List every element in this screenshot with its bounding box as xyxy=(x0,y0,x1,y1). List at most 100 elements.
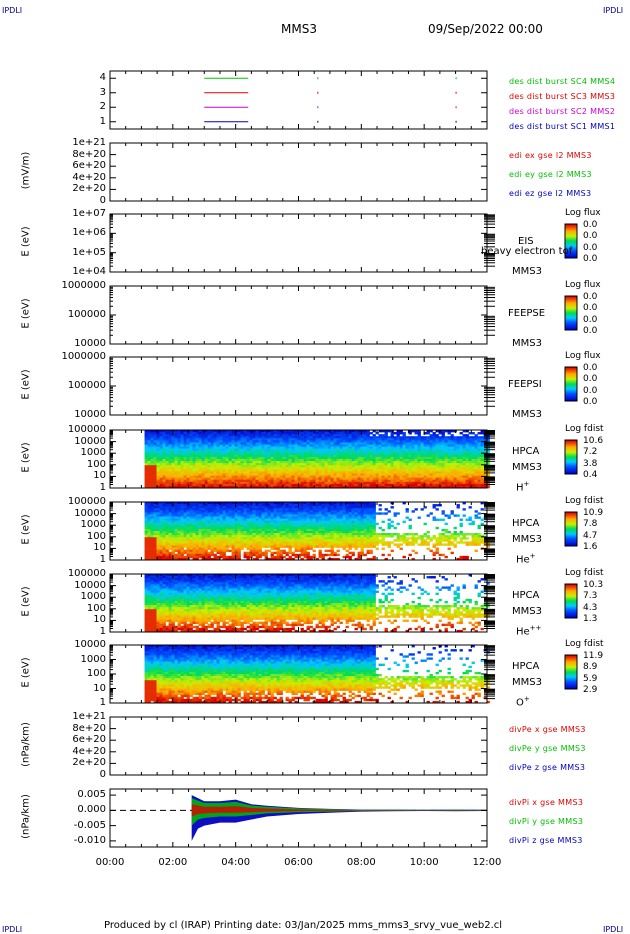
hpca-h-cell xyxy=(234,436,238,439)
hpca-h-cell xyxy=(291,450,295,454)
hpca-he-cell xyxy=(192,520,196,524)
hpca-h-cell xyxy=(177,442,181,445)
hpca-h-cell xyxy=(294,475,298,478)
hpca-h-cell xyxy=(264,475,268,478)
hpca-he-cell xyxy=(252,512,256,515)
hpca-h-cell xyxy=(273,461,277,464)
hpca-he-cell xyxy=(213,539,217,542)
hpca-h-cell xyxy=(258,459,262,462)
hpca-h-cell xyxy=(444,473,448,476)
hpca-he-cell xyxy=(174,522,178,526)
hpca-h-cell xyxy=(342,452,346,456)
hpca-h-cell xyxy=(252,463,256,466)
hpca-he-cell xyxy=(147,510,151,513)
hpca-h-cell xyxy=(309,450,313,454)
hpca-he-cell xyxy=(246,524,250,528)
hpca-he-cell xyxy=(168,533,172,536)
hpca-h-cell xyxy=(192,459,196,462)
hpca-h-cell xyxy=(165,477,169,481)
hpca-h-cell xyxy=(219,459,223,462)
hpca-h-cell xyxy=(150,471,154,474)
hpca-h-cell xyxy=(228,438,232,441)
hpca-h-cell xyxy=(333,461,337,464)
hpca-h-cell xyxy=(228,463,232,466)
hpca-h-cell xyxy=(234,473,238,476)
hpca-he-cell xyxy=(180,514,184,517)
hpca-he-cell xyxy=(156,514,160,517)
hpca-h-cell xyxy=(144,440,148,443)
hpca-h-cell xyxy=(243,436,247,439)
hpca-h-cell xyxy=(351,461,355,464)
hpca-he-cell xyxy=(144,502,148,505)
hpca-he-cell xyxy=(228,557,232,561)
feeps-i-colorbar-frame xyxy=(564,366,578,402)
hpca-h-cell xyxy=(252,469,256,472)
hpca-he-cell xyxy=(189,547,193,550)
hpca-h-cell xyxy=(180,485,184,489)
burst-intervals-dot-mark xyxy=(455,120,457,123)
hpca-h-cell xyxy=(153,442,157,445)
hpca-h-cell xyxy=(312,479,316,483)
hpca-h-cell xyxy=(414,485,418,489)
hpca-h-cell xyxy=(387,448,391,452)
hpca-h-cell xyxy=(291,461,295,464)
hpca-h-cell xyxy=(249,467,253,470)
hpca-he-cell xyxy=(231,518,235,521)
hpca-h-cell xyxy=(309,485,313,489)
hpca-h-cell xyxy=(285,475,289,478)
hpca-he-cell xyxy=(147,537,151,540)
hpca-h-cell xyxy=(201,440,205,443)
hpca-he-cell xyxy=(159,518,163,521)
hpca-he-cell xyxy=(150,543,154,546)
hpca-h-cell xyxy=(447,438,451,441)
hpca-h-colorbar-cell xyxy=(565,467,577,469)
hpca-he-cell xyxy=(192,537,196,540)
hpca-h-cell xyxy=(303,452,307,456)
hpca-he-cell xyxy=(225,508,229,511)
hpca-he-cell xyxy=(198,508,202,511)
hpca-h-cell xyxy=(474,459,478,462)
hpca-he-cell xyxy=(204,537,208,540)
hpca-h-cell xyxy=(480,483,484,487)
hpca-he-cell xyxy=(234,518,238,521)
hpca-h-cell xyxy=(237,469,241,472)
hpca-h-cell xyxy=(333,473,337,476)
hpca-h-cell xyxy=(156,473,160,476)
hpca-he-cell xyxy=(231,551,235,555)
hpca-h-cell xyxy=(462,444,466,447)
hpca-h-cell xyxy=(183,438,187,441)
hpca-h-cell xyxy=(198,473,202,476)
hpca-h-cell xyxy=(330,440,334,443)
hpca-h-cell xyxy=(408,444,412,447)
hpca-h-cell xyxy=(441,434,445,437)
hpca-he-cell xyxy=(240,543,244,546)
hpca-h-cell xyxy=(147,461,151,464)
hpca-h-cell xyxy=(150,442,154,445)
hpca-h-cell xyxy=(297,465,301,468)
hpca-h-cell xyxy=(348,438,352,441)
hpca-h-cell xyxy=(417,434,421,437)
hpca-h-cell xyxy=(240,440,244,443)
hpca-he-cell xyxy=(144,541,148,544)
feeps-e-colorbar-cell xyxy=(565,303,577,305)
hpca-h-cell xyxy=(255,479,259,483)
hpca-he-cell xyxy=(249,545,253,548)
hpca-he-cell xyxy=(195,506,199,509)
hpca-h-cell xyxy=(369,481,373,485)
hpca-h-cell xyxy=(300,440,304,443)
hpca-h-cell xyxy=(480,469,484,472)
hpca-h-cell xyxy=(165,481,169,485)
hpca-he-cell xyxy=(180,531,184,534)
hpca-h-cell xyxy=(183,477,187,481)
hpca-h-cell xyxy=(411,440,415,443)
hpca-h-cell xyxy=(171,448,175,452)
hpca-h-cell xyxy=(273,459,277,462)
hpca-h-cell xyxy=(147,430,151,433)
hpca-h-cell xyxy=(315,440,319,443)
hpca-he-cell xyxy=(240,533,244,536)
hpca-h-cell xyxy=(234,477,238,481)
hpca-h-cell xyxy=(261,450,265,454)
hpca-h-cell xyxy=(450,444,454,447)
hpca-h-cell xyxy=(225,465,229,468)
hpca-h-cell xyxy=(195,479,199,483)
